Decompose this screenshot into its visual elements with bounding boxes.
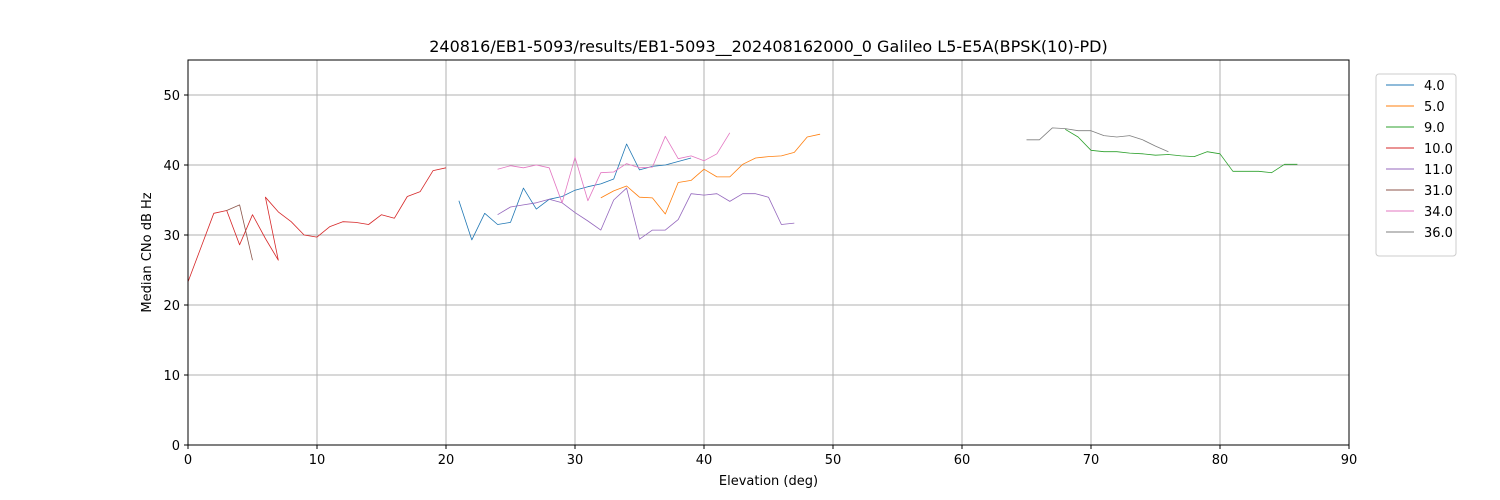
chart-title: 240816/EB1-5093/results/EB1-5093__202408… [429, 37, 1108, 57]
y-tick-label: 20 [163, 299, 180, 314]
x-axis: 0 10 20 30 40 50 60 70 80 90 [184, 445, 1357, 468]
y-tick-label: 50 [163, 89, 180, 104]
legend-label: 11.0 [1424, 163, 1453, 178]
y-tick-label: 30 [163, 229, 180, 244]
series-line-9-0 [1064, 128, 1298, 174]
legend-label: 10.0 [1424, 142, 1453, 157]
x-axis-label: Elevation (deg) [719, 474, 818, 489]
legend-label: 34.0 [1424, 205, 1453, 220]
y-axis: 0 10 20 30 40 50 [163, 89, 188, 454]
y-tick-label: 40 [163, 159, 180, 174]
y-tick-label: 0 [172, 439, 180, 454]
legend-label: 4.0 [1424, 79, 1445, 94]
plot-frame [187, 59, 1350, 446]
legend-label: 31.0 [1424, 184, 1453, 199]
y-tick-label: 10 [163, 369, 180, 384]
x-tick-label: 10 [309, 453, 326, 468]
x-tick-label: 40 [696, 453, 713, 468]
y-axis-label: Median CNo dB Hz [140, 192, 155, 312]
x-tick-label: 0 [184, 453, 192, 468]
x-tick-label: 80 [1212, 453, 1229, 468]
series-line-31-0 [226, 204, 253, 261]
legend-label: 9.0 [1424, 121, 1445, 136]
series-lines [187, 127, 1298, 283]
series-line-34-0 [497, 132, 731, 204]
legend-label: 36.0 [1424, 226, 1453, 241]
series-line-11-0 [497, 187, 795, 240]
legend: 4.0 5.0 9.0 10.0 11.0 31.0 34.0 36.0 [1375, 73, 1457, 257]
x-tick-label: 90 [1341, 453, 1358, 468]
x-tick-label: 20 [438, 453, 455, 468]
series-line-36-0 [1026, 127, 1169, 153]
series-line-10-0 [187, 167, 447, 283]
series-line-5-0 [600, 133, 821, 215]
x-tick-label: 70 [1083, 453, 1100, 468]
legend-label: 5.0 [1424, 100, 1445, 115]
grid-lines [187, 60, 1350, 446]
x-tick-label: 50 [825, 453, 842, 468]
x-tick-label: 30 [567, 453, 584, 468]
x-tick-label: 60 [954, 453, 971, 468]
